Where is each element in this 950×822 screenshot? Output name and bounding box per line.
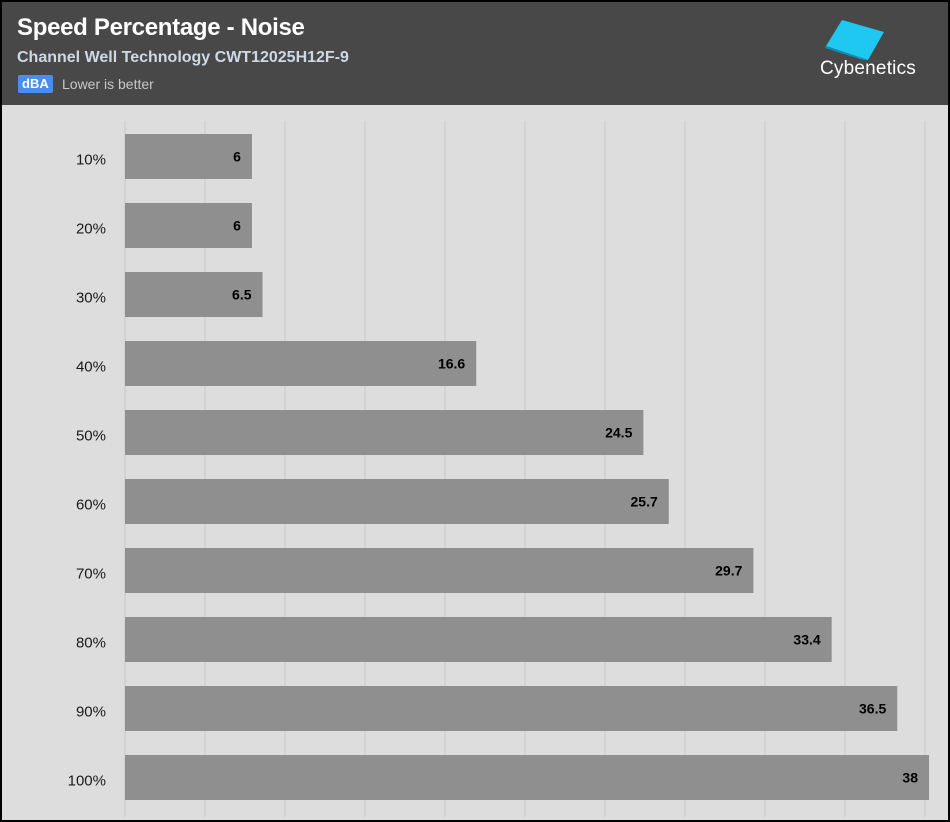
chart-title: Speed Percentage - Noise (17, 14, 305, 41)
bar (125, 272, 263, 317)
bar (125, 755, 929, 800)
value-label: 25.7 (631, 494, 658, 510)
value-label: 6 (233, 218, 241, 234)
chart-subtitle: Channel Well Technology CWT12025H12F-9 (17, 49, 349, 66)
value-label: 24.5 (605, 425, 632, 441)
value-label: 16.6 (438, 356, 465, 372)
bar (125, 686, 898, 731)
chart-header: Speed Percentage - Noise Channel Well Te… (2, 2, 948, 105)
category-tick-label: 60% (76, 497, 106, 514)
bar (125, 341, 477, 386)
lower-is-better-note: Lower is better (62, 76, 154, 92)
category-tick-label: 100% (68, 773, 106, 790)
bar (125, 203, 252, 248)
category-tick-label: 30% (76, 290, 106, 307)
category-tick-label: 80% (76, 635, 106, 652)
value-label: 29.7 (715, 563, 742, 579)
cybenetics-cube-icon (825, 20, 884, 60)
bar-chart: 6 10% 6 20% 6.5 30% 16.6 40% 24.5 50% 25.7 60% 29.7 7… (68, 121, 929, 817)
category-tick-label: 90% (76, 704, 106, 721)
category-tick-label: 20% (76, 221, 106, 238)
value-label: 33.4 (793, 632, 820, 648)
value-label: 6 (233, 149, 241, 165)
value-label: 36.5 (859, 701, 886, 717)
brand-name: Cybenetics (820, 58, 916, 79)
bar (125, 479, 669, 524)
category-tick-label: 70% (76, 566, 106, 583)
bar (125, 134, 252, 179)
category-tick-label: 40% (76, 359, 106, 376)
bar (125, 548, 754, 593)
value-label: 38 (902, 770, 918, 786)
category-tick-label: 50% (76, 428, 106, 445)
bar (125, 410, 644, 455)
bar (125, 617, 832, 662)
value-label: 6.5 (232, 287, 252, 303)
category-tick-label: 10% (76, 152, 106, 169)
unit-badge: dBA (18, 75, 53, 93)
